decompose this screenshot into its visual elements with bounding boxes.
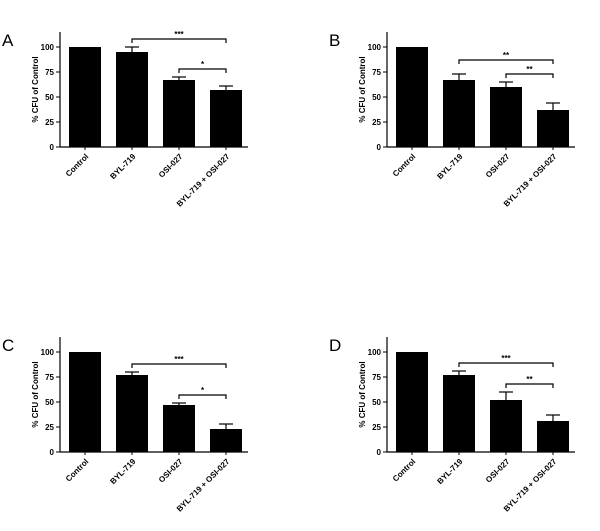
significance-label: * [201,386,205,395]
y-tick-label: 50 [45,398,54,407]
y-tick-label: 75 [372,68,381,77]
panel-label: A [2,31,14,50]
bar [69,352,101,452]
y-tick-label: 75 [45,68,54,77]
significance-bracket [178,68,227,73]
bar [443,375,475,452]
y-tick-label: 0 [377,143,382,152]
y-tick-label: 100 [41,348,55,357]
y-tick-label: 0 [50,143,55,152]
significance-label: *** [501,354,511,363]
significance-label: *** [174,355,184,364]
y-tick-label: 100 [368,43,382,52]
x-tick-label: OSI-027 [484,457,512,485]
significance-bracket [131,38,227,43]
significance-bracket [458,362,554,367]
y-tick-label: 50 [372,398,381,407]
y-tick-label: 50 [45,93,54,102]
x-tick-label: BYL-719 + OSI-027 [175,457,232,514]
bar [116,52,148,147]
y-tick-label: 0 [377,448,382,457]
x-tick-label: BYL-719 [108,152,137,181]
significance-bracket [505,383,554,388]
x-tick-label: BYL-719 [435,152,464,181]
bar [210,429,242,452]
significance-bracket [178,394,227,399]
x-tick-label: OSI-027 [157,152,185,180]
x-tick-label: BYL-719 [435,457,464,486]
bar [490,400,522,452]
y-tick-label: 25 [372,118,381,127]
bar [210,90,242,147]
y-tick-label: 0 [50,448,55,457]
y-axis-label: % CFU of Control [31,361,40,427]
x-tick-label: BYL-719 + OSI-027 [502,152,559,209]
significance-bracket [131,363,227,368]
significance-bracket [458,59,554,64]
panel-label: B [329,31,340,50]
bar [69,47,101,147]
y-tick-label: 25 [45,118,54,127]
y-axis-label: % CFU of Control [358,56,367,122]
bar [490,87,522,147]
y-tick-label: 25 [45,423,54,432]
bar [396,352,428,452]
x-tick-label: BYL-719 + OSI-027 [502,457,559,514]
y-axis-label: % CFU of Control [31,56,40,122]
x-tick-label: Control [64,457,90,483]
y-tick-label: 25 [372,423,381,432]
y-axis-label: % CFU of Control [358,361,367,427]
bar [163,80,195,147]
x-tick-label: Control [64,152,90,178]
panel-label: D [329,336,341,355]
bar [396,47,428,147]
significance-label: *** [174,30,184,39]
x-tick-label: Control [391,457,417,483]
y-tick-label: 75 [45,373,54,382]
bar [116,375,148,452]
bar [537,110,569,147]
x-tick-label: BYL-719 [108,457,137,486]
bar [537,421,569,452]
y-tick-label: 100 [41,43,55,52]
x-tick-label: Control [391,152,417,178]
significance-label: ** [526,375,533,384]
x-tick-label: BYL-719 + OSI-027 [175,152,232,209]
significance-label: ** [503,51,510,60]
x-tick-label: OSI-027 [484,152,512,180]
y-tick-label: 75 [372,373,381,382]
significance-bracket [505,73,554,78]
y-tick-label: 50 [372,93,381,102]
x-tick-label: OSI-027 [157,457,185,485]
significance-label: * [201,60,205,69]
panel-label: C [2,336,14,355]
y-tick-label: 100 [368,348,382,357]
bar [163,405,195,452]
bar [443,80,475,147]
significance-label: ** [526,65,533,74]
